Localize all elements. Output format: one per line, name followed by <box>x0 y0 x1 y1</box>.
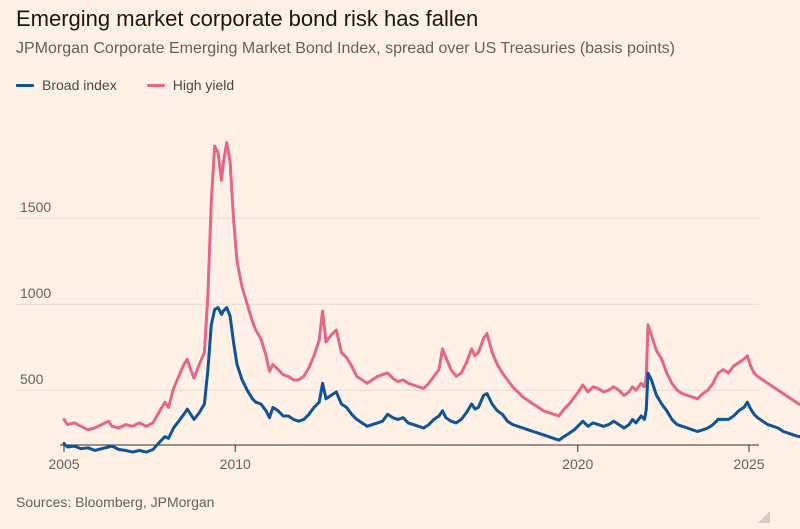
y-tick-label-500: 500 <box>20 371 44 387</box>
x-tick-label-2020: 2020 <box>562 456 593 472</box>
legend-label-high-yield: High yield <box>172 77 235 93</box>
legend-swatch-broad-index <box>16 83 34 87</box>
legend-label-broad-index: Broad index <box>42 77 117 93</box>
x-axis: 2005 2010 2020 2025 <box>48 444 765 472</box>
x-tick-label-2010: 2010 <box>220 456 251 472</box>
legend: Broad index High yield <box>16 77 234 93</box>
chart-title: Emerging market corporate bond risk has … <box>16 6 479 31</box>
y-tick-label-1000: 1000 <box>20 285 51 301</box>
series-line-broad-index <box>62 306 800 454</box>
series-lines <box>62 141 800 454</box>
series-line-high-yield <box>62 141 800 432</box>
legend-item-high-yield: High yield <box>146 77 235 93</box>
x-tick-label-2025: 2025 <box>733 456 764 472</box>
grid: 500 1000 1500 <box>16 199 759 391</box>
chart-subtitle: JPMorgan Corporate Emerging Market Bond … <box>16 40 675 57</box>
x-tick-label-2005: 2005 <box>48 456 79 472</box>
legend-item-broad-index: Broad index <box>16 77 117 93</box>
y-tick-label-1500: 1500 <box>20 199 51 215</box>
legend-swatch-high-yield <box>146 83 165 87</box>
source-note: Sources: Bloomberg, JPMorgan <box>16 494 215 510</box>
resize-corner-icon <box>758 511 770 523</box>
